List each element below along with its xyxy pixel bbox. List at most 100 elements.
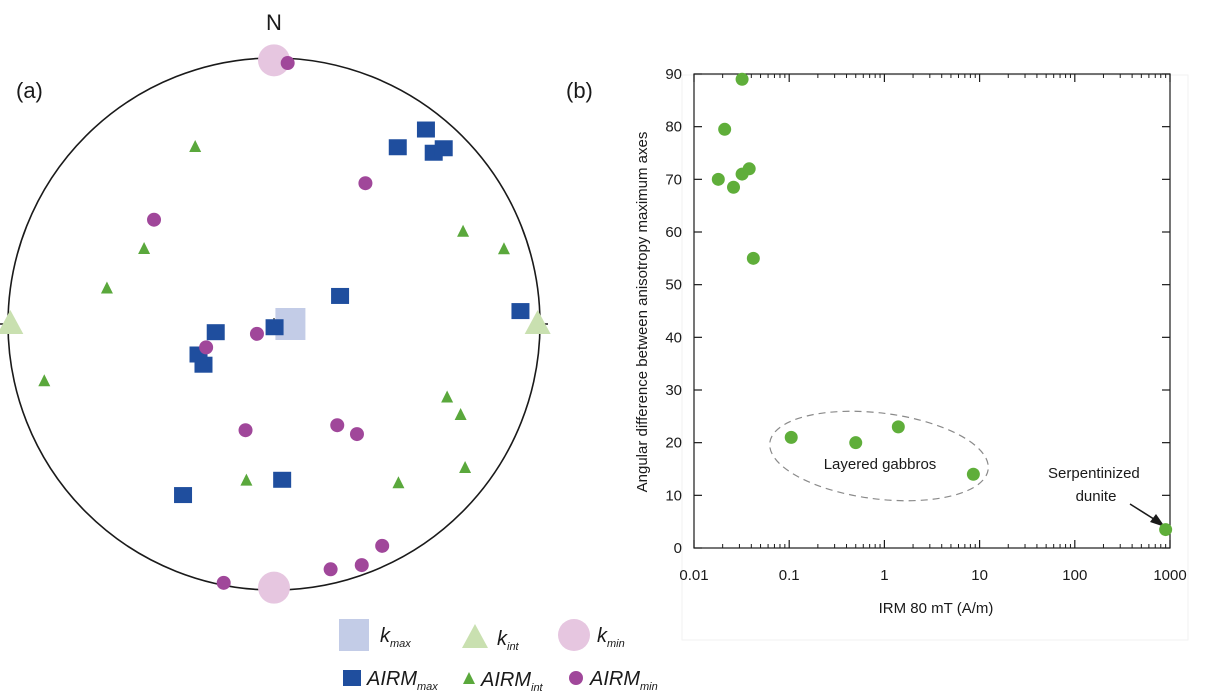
legend-label-subscript: min (640, 681, 658, 693)
legend-label-base: k (597, 625, 608, 647)
x-tick-label: 0.1 (779, 567, 800, 584)
legend-label-base: AIRM (366, 668, 417, 690)
legend-label-subscript: max (390, 638, 411, 650)
airm-max-point (206, 324, 225, 341)
y-tick-label: 40 (665, 329, 682, 346)
north-label: N (266, 10, 282, 35)
stereonet-points (0, 44, 551, 604)
airm-min-point (323, 562, 338, 577)
point-annotation-line-1: Serpentinized (1048, 465, 1140, 482)
y-axis-ticks: 0 10 20 30 40 50 60 70 80 90 (665, 66, 1170, 557)
y-tick-label: 70 (665, 171, 682, 188)
legend-label-base: k (497, 628, 508, 650)
group-annotation: Layered gabbros (824, 456, 937, 473)
scatter-point (784, 430, 798, 444)
legend-label-base: k (380, 625, 391, 647)
point-annotation-line-2: dunite (1076, 488, 1117, 505)
airm-min-point (147, 212, 162, 227)
airm-max-point (331, 287, 350, 304)
airm-max-point (265, 319, 284, 336)
annotation-arrowhead (1150, 514, 1165, 527)
legend-k-min-label: kmin (597, 625, 625, 650)
legend-label-subscript: int (507, 641, 520, 653)
legend-airm-int-marker (463, 672, 475, 684)
legend-airm-min-marker (569, 671, 583, 685)
y-tick-label: 50 (665, 277, 682, 294)
airm-int-point (459, 461, 472, 474)
airm-int-point (189, 140, 202, 153)
x-axis-label: IRM 80 mT (A/m) (879, 600, 994, 617)
k-min-point (258, 44, 290, 77)
airm-max-point (434, 140, 453, 157)
point-annotation: Serpentinized dunite (1048, 465, 1144, 505)
y-tick-label: 20 (665, 435, 682, 452)
airm-min-point (216, 575, 231, 590)
airm-min-point (280, 56, 295, 71)
airm-min-point (249, 326, 264, 341)
x-tick-label: 10 (971, 567, 988, 584)
airm-int-point (100, 281, 113, 294)
y-tick-label: 90 (665, 66, 682, 83)
x-tick-label: 1 (880, 567, 888, 584)
legend-k-int-marker (462, 624, 488, 648)
panel-label-b: (b) (566, 78, 593, 103)
legend-label-subscript: max (417, 681, 438, 693)
airm-int-point (454, 408, 467, 421)
airm-min-point (354, 558, 369, 573)
x-tick-label: 100 (1062, 567, 1087, 584)
y-tick-label: 30 (665, 382, 682, 399)
legend-label-base: AIRM (480, 669, 531, 691)
y-tick-label: 0 (674, 540, 682, 557)
x-tick-label: 0.01 (679, 567, 708, 584)
scatter-point (746, 251, 760, 265)
airm-int-point (138, 241, 151, 254)
k-min-point (258, 571, 290, 604)
airm-max-point (273, 471, 292, 488)
airm-min-point (330, 418, 345, 433)
airm-max-point (511, 303, 530, 320)
legend-airm-max-marker (343, 670, 361, 686)
airm-min-point (375, 538, 390, 553)
legend-k-int-label: kint (497, 628, 520, 653)
x-axis-ticks: 0.01 0.1 1 10 100 1000 (679, 74, 1187, 584)
scatter-point (966, 467, 980, 481)
panel-label-a: (a) (16, 78, 43, 103)
k-int-point (0, 310, 24, 334)
k-int-point (524, 310, 551, 334)
scatter-point (735, 72, 749, 86)
y-tick-label: 80 (665, 119, 682, 136)
airm-max-point (174, 487, 193, 504)
legend-airm-max-label: AIRMmax (366, 668, 438, 693)
panel-frame (681, 74, 1189, 641)
plot-area (693, 73, 1171, 549)
x-tick-label: 1000 (1153, 567, 1186, 584)
airm-max-point (388, 139, 407, 156)
airm-int-point (240, 473, 253, 486)
airm-max-point (416, 121, 435, 138)
scatter-point (891, 420, 905, 434)
airm-int-point (38, 374, 51, 387)
airm-min-point (238, 423, 253, 438)
airm-min-point (358, 176, 373, 191)
legend-k-max-label: kmax (380, 625, 411, 650)
scatter-point (727, 180, 741, 194)
scatter-point (711, 172, 725, 186)
airm-int-point (457, 224, 470, 237)
annotation-arrow-line (1129, 503, 1158, 522)
airm-int-point (497, 242, 510, 255)
airm-int-point (392, 476, 405, 489)
legend-label-subscript: int (531, 682, 544, 694)
airm-min-point (199, 340, 214, 355)
airm-min-point (349, 427, 364, 442)
legend-k-max-marker (339, 619, 369, 651)
legend-label-base: AIRM (589, 668, 640, 690)
y-axis-label: Angular difference between anisotropy ma… (634, 132, 651, 493)
scatter-points (711, 72, 1173, 537)
legend-airm-int-label: AIRMint (480, 669, 544, 694)
scatter-point (1159, 523, 1173, 537)
y-tick-label: 10 (665, 487, 682, 504)
scatter-point (718, 122, 732, 136)
scatter-point (742, 162, 756, 176)
